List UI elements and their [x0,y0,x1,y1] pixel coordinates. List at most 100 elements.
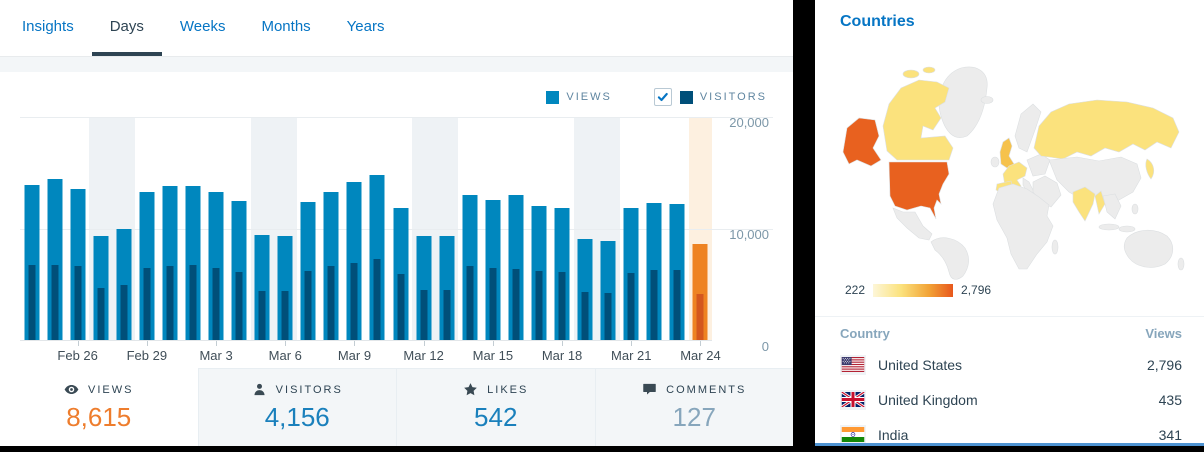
check-icon [657,92,668,102]
views-bar[interactable] [208,191,224,340]
country-views: 2,796 [1146,356,1182,373]
summary-cell-likes[interactable]: LIKES 542 [396,368,595,446]
x-tick-mark [216,341,218,346]
bar-slot-mar-1[interactable] [158,117,181,340]
summary-value: 8,615 [66,402,132,432]
world-map[interactable] [837,56,1199,282]
map-russia[interactable] [1033,99,1180,160]
visitors-bar [373,258,381,340]
bar-slot-mar-15[interactable] [481,117,504,340]
map-china [1048,156,1142,205]
views-bar[interactable] [416,236,432,340]
map-south-america [930,237,969,280]
views-bar[interactable] [600,240,616,340]
summary-value: 542 [474,402,518,432]
views-bar[interactable] [47,179,63,340]
bar-slot-mar-5[interactable] [250,117,274,340]
stats-panel: Insights Days Weeks Months Years VIEWS VISIT… [0,0,793,446]
bar-slot-mar-6[interactable] [273,117,297,340]
bar-slot-mar-13[interactable] [435,117,459,340]
bar-slot-mar-12[interactable] [412,117,436,340]
views-bar[interactable] [508,195,524,340]
views-bar[interactable] [231,200,247,340]
bar-slot-mar-16[interactable] [504,117,527,340]
visitors-bar [558,272,566,340]
tab-months[interactable]: Months [261,18,311,35]
views-bar[interactable] [369,174,385,340]
views-bar[interactable] [185,186,201,340]
bar-slot-mar-21[interactable] [620,117,643,340]
bar-slot-mar-22[interactable] [643,117,666,340]
views-bar[interactable] [24,185,40,340]
x-tick-mark [631,341,633,346]
map-australia [1123,229,1174,268]
tab-years[interactable]: Years [346,18,385,35]
map-scale-legend: 222 2,796 [845,283,991,297]
map-united-states[interactable] [888,161,950,220]
bar-slot-feb-28[interactable] [112,117,136,340]
visitors-bar [650,269,658,340]
countries-table-header: Country Views [815,317,1204,347]
bar-slot-mar-17[interactable] [527,117,550,340]
views-bar[interactable] [439,236,455,340]
bar-slot-mar-4[interactable] [228,117,251,340]
x-tick-label-mar-24: Mar 24 [680,348,721,363]
tab-days[interactable]: Days [91,0,162,56]
bar-slot-mar-3[interactable] [205,117,228,340]
us-flag-icon [840,354,866,375]
visitors-bar [74,266,82,340]
map-united-kingdom[interactable] [999,137,1015,169]
views-bar[interactable] [323,191,339,340]
views-bar[interactable] [277,236,293,340]
bar-slot-mar-7[interactable] [297,117,320,340]
map-canada[interactable] [882,79,954,161]
visitors-bar [327,266,335,340]
views-bar[interactable] [577,238,593,340]
bar-slot-feb-27[interactable] [89,117,113,340]
bar-slot-mar-9[interactable] [343,117,366,340]
views-bar[interactable] [346,181,362,340]
bar-slot-mar-2[interactable] [181,117,204,340]
visitors-bar [420,289,428,340]
bar-slot-feb-26[interactable] [66,117,89,340]
bar-slot-feb-29[interactable] [135,117,158,340]
bar-slot-feb-25[interactable] [43,117,66,340]
country-name: United States [878,356,963,373]
bar-slot-mar-23[interactable] [666,117,689,340]
bar-slot-mar-19[interactable] [573,117,597,340]
y-tick-10000: 10,000 [729,227,769,242]
summary-cell-comments[interactable]: COMMENTS 127 [594,368,793,446]
x-axis: Feb 26 Feb 29 Mar 3 Mar 6 Mar 9 Mar 12 Mar 15 M… [20,341,721,371]
bar-slot-mar-14[interactable] [458,117,481,340]
visitors-checkbox[interactable] [653,88,672,106]
views-bar[interactable] [692,243,708,340]
country-views: 341 [1158,426,1182,443]
map-alaska[interactable] [842,117,882,167]
views-bar[interactable] [70,189,86,340]
views-bar[interactable] [162,186,178,340]
visitors-bar [673,269,681,340]
chart-card: VIEWS VISITORS 20,000 10,000 0 Feb 26 Feb… [0,72,793,368]
map-japan[interactable] [1145,158,1155,180]
visitors-bar [281,290,289,340]
views-bar[interactable] [139,191,155,340]
map-indonesia [1118,225,1136,233]
bar-slot-mar-24[interactable] [688,117,712,340]
bar-slot-feb-24[interactable] [20,117,43,340]
bar-slot-mar-10[interactable] [366,117,389,340]
tab-insights[interactable]: Insights [22,18,74,35]
views-bar[interactable] [116,228,132,340]
bar-slot-mar-20[interactable] [596,117,620,340]
visitors-bar [350,263,358,340]
summary-cell-views[interactable]: VIEWS 8,615 [0,368,198,446]
summary-cell-visitors[interactable]: VISITORS 4,156 [197,368,396,446]
tab-weeks[interactable]: Weeks [179,18,226,35]
x-tick-label-mar-12: Mar 12 [403,348,444,363]
bar-slot-mar-8[interactable] [320,117,343,340]
bar-slot-mar-18[interactable] [550,117,573,340]
bar-slot-mar-11[interactable] [389,117,412,340]
x-tick-label-mar-6: Mar 6 [268,348,302,363]
map-india[interactable] [1072,186,1096,222]
views-bar[interactable] [254,235,270,340]
countries-title: Countries [840,13,915,30]
